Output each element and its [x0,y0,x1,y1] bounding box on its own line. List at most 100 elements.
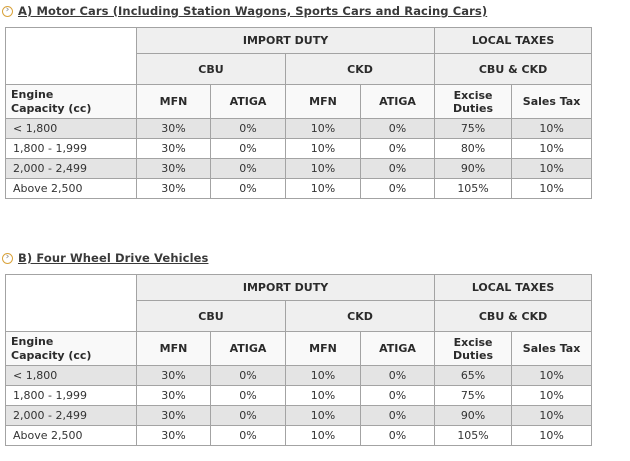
section-heading: › A) Motor Cars (Including Station Wagon… [2,4,630,18]
value-cell: 0% [359,178,436,199]
header-row-subgroups: CBU CKD CBU & CKD [6,53,593,85]
col-header-mfn-ckd: MFN [285,84,361,119]
value-cell: 30% [136,118,211,139]
duty-table-four-wheel-drive: IMPORT DUTY LOCAL TAXES CBU CKD CBU & CK… [5,274,593,446]
value-cell: 0% [359,118,436,139]
col-header-import-duty: IMPORT DUTY [135,274,436,301]
value-cell: 65% [434,365,513,386]
col-header-mfn-cbu: MFN [136,331,211,366]
value-cell: 30% [136,385,211,406]
value-cell: 10% [511,138,593,159]
value-cell: 10% [511,118,593,139]
value-cell: 0% [210,405,286,426]
value-cell: 90% [434,158,513,179]
col-header-atiga-cbu: ATIGA [210,84,286,119]
value-cell: 0% [210,365,286,386]
table-row: Above 2,500 30% 0% 10% 0% 105% 10% [5,425,593,446]
value-cell: 30% [136,425,211,446]
value-cell: 10% [285,425,361,446]
value-cell: 10% [285,138,361,159]
value-cell: 0% [359,365,436,386]
header-row-groups: IMPORT DUTY LOCAL TAXES [5,27,593,85]
row-label: 1,800 - 1,999 [5,385,137,406]
row-label: 1,800 - 1,999 [5,138,137,159]
value-cell: 0% [210,425,286,446]
col-header-local-taxes: LOCAL TAXES [434,274,593,301]
value-cell: 10% [285,178,361,199]
table-row: 2,000 - 2,499 30% 0% 10% 0% 90% 10% [5,158,593,179]
value-cell: 0% [359,385,436,406]
corner-cell [5,27,137,85]
value-cell: 30% [136,138,211,159]
col-header-atiga-cbu: ATIGA [210,331,286,366]
header-row-groups: IMPORT DUTY LOCAL TAXES [5,274,593,332]
section-title-motor-cars[interactable]: A) Motor Cars (Including Station Wagons,… [18,4,488,18]
col-header-mfn-cbu: MFN [136,84,211,119]
col-header-sales-tax: Sales Tax [511,84,593,119]
value-cell: 10% [511,178,593,199]
value-cell: 0% [359,138,436,159]
col-header-engine-capacity: Engine Capacity (cc) [5,331,137,366]
duty-table-motor-cars: IMPORT DUTY LOCAL TAXES CBU CKD CBU & CK… [5,27,593,199]
col-header-cbu-ckd: CBU & CKD [434,53,593,85]
value-cell: 0% [210,178,286,199]
col-header-cbu: CBU [136,53,286,85]
row-label: 2,000 - 2,499 [5,405,137,426]
value-cell: 75% [434,118,513,139]
bullet-arrow-icon: › [2,252,13,264]
value-cell: 0% [359,158,436,179]
value-cell: 75% [434,385,513,406]
section-heading: › B) Four Wheel Drive Vehicles [2,251,630,265]
col-header-ckd: CKD [284,300,436,332]
row-label: Above 2,500 [5,425,137,446]
table-row: 1,800 - 1,999 30% 0% 10% 0% 80% 10% [5,138,593,159]
col-header-excise-duties: Excise Duties [434,331,513,366]
header-row-subgroups: CBU CKD CBU & CKD [6,300,593,332]
table-row: < 1,800 30% 0% 10% 0% 65% 10% [5,365,593,386]
header-row-columns: Engine Capacity (cc) MFN ATIGA MFN ATIGA … [5,84,593,119]
row-label: < 1,800 [5,118,137,139]
value-cell: 10% [511,158,593,179]
value-cell: 10% [511,385,593,406]
section-title-four-wheel-drive[interactable]: B) Four Wheel Drive Vehicles [18,251,209,265]
value-cell: 0% [210,118,286,139]
col-header-mfn-ckd: MFN [285,331,361,366]
section-four-wheel-drive: › B) Four Wheel Drive Vehicles IMPORT DU… [0,251,630,446]
value-cell: 0% [359,425,436,446]
header-row-columns: Engine Capacity (cc) MFN ATIGA MFN ATIGA … [5,331,593,366]
col-header-atiga-ckd: ATIGA [359,331,436,366]
page: › A) Motor Cars (Including Station Wagon… [0,4,630,446]
table-row: 2,000 - 2,499 30% 0% 10% 0% 90% 10% [5,405,593,426]
value-cell: 0% [210,385,286,406]
row-label: 2,000 - 2,499 [5,158,137,179]
col-header-excise-duties: Excise Duties [434,84,513,119]
col-header-atiga-ckd: ATIGA [359,84,436,119]
value-cell: 0% [359,405,436,426]
table-row: < 1,800 30% 0% 10% 0% 75% 10% [5,118,593,139]
col-header-cbu: CBU [136,300,286,332]
value-cell: 0% [210,138,286,159]
section-motor-cars: › A) Motor Cars (Including Station Wagon… [0,4,630,199]
value-cell: 10% [511,425,593,446]
row-label: < 1,800 [5,365,137,386]
table-row: Above 2,500 30% 0% 10% 0% 105% 10% [5,178,593,199]
value-cell: 30% [136,365,211,386]
col-header-cbu-ckd: CBU & CKD [434,300,593,332]
value-cell: 10% [511,405,593,426]
value-cell: 10% [511,365,593,386]
value-cell: 80% [434,138,513,159]
value-cell: 0% [210,158,286,179]
row-label: Above 2,500 [5,178,137,199]
value-cell: 10% [285,405,361,426]
value-cell: 90% [434,405,513,426]
col-header-ckd: CKD [284,53,436,85]
value-cell: 10% [285,118,361,139]
value-cell: 10% [285,365,361,386]
corner-cell [5,274,137,332]
value-cell: 30% [136,405,211,426]
value-cell: 10% [285,158,361,179]
value-cell: 30% [136,178,211,199]
value-cell: 105% [434,178,513,199]
col-header-engine-capacity: Engine Capacity (cc) [5,84,137,119]
value-cell: 30% [136,158,211,179]
